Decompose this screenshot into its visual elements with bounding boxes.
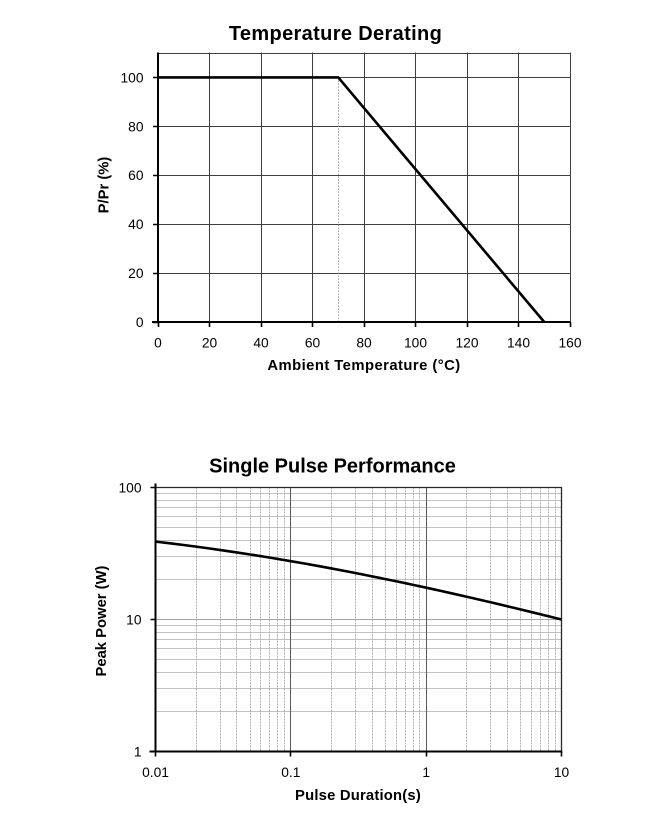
svg-text:60: 60 — [305, 335, 321, 350]
svg-text:20: 20 — [128, 266, 144, 281]
svg-text:Single Pulse Performance: Single Pulse Performance — [209, 456, 456, 478]
svg-text:80: 80 — [356, 335, 372, 350]
svg-text:100: 100 — [120, 70, 143, 85]
svg-text:0: 0 — [136, 315, 144, 330]
svg-text:1: 1 — [422, 765, 430, 780]
svg-text:1: 1 — [134, 745, 142, 760]
svg-text:P/Pr (%): P/Pr (%) — [97, 157, 113, 214]
svg-text:0: 0 — [154, 335, 162, 350]
svg-text:Pulse Duration(s): Pulse Duration(s) — [295, 788, 421, 804]
svg-text:40: 40 — [128, 217, 144, 232]
svg-text:80: 80 — [128, 119, 144, 134]
svg-text:Temperature Derating: Temperature Derating — [229, 23, 442, 45]
svg-text:40: 40 — [253, 335, 269, 350]
svg-text:100: 100 — [404, 335, 427, 350]
svg-text:100: 100 — [118, 481, 141, 496]
svg-text:Peak Power (W): Peak Power (W) — [94, 565, 110, 676]
svg-text:160: 160 — [558, 335, 581, 350]
svg-text:20: 20 — [202, 335, 218, 350]
svg-text:120: 120 — [455, 335, 478, 350]
svg-text:0.1: 0.1 — [281, 765, 300, 780]
svg-text:60: 60 — [128, 168, 144, 183]
svg-text:0.01: 0.01 — [142, 765, 169, 780]
svg-text:10: 10 — [554, 765, 570, 780]
svg-text:140: 140 — [507, 335, 530, 350]
svg-text:10: 10 — [126, 613, 142, 628]
svg-text:Ambient Temperature (°C): Ambient Temperature (°C) — [267, 358, 460, 374]
